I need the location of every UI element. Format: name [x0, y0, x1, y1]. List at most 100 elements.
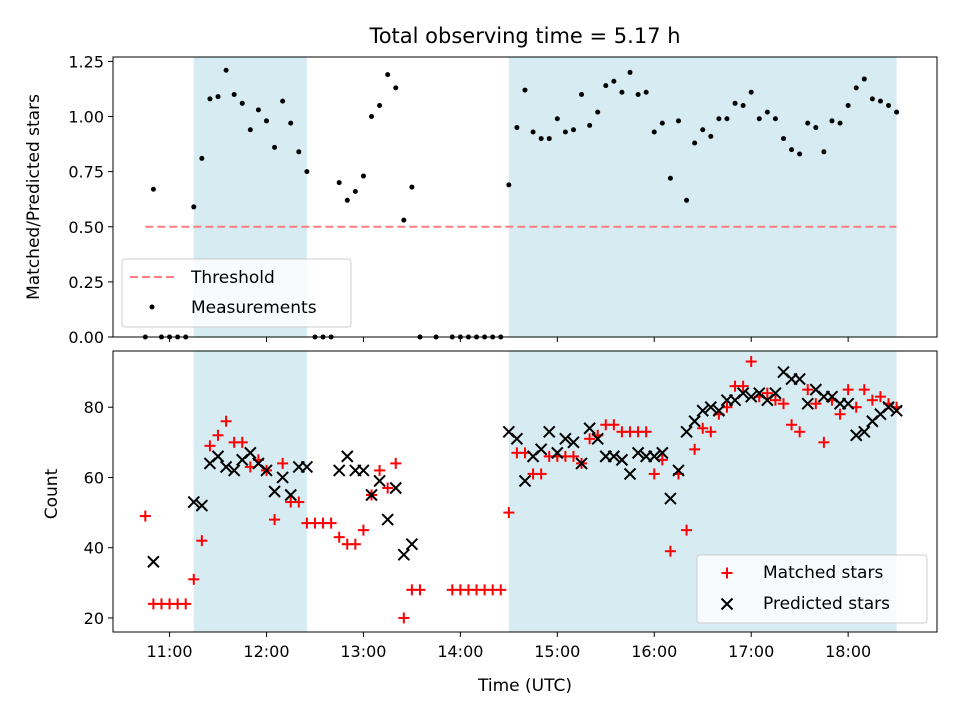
x-tick-label: 17:00: [728, 642, 774, 661]
measurement-point: [255, 107, 261, 113]
measurement-point: [579, 91, 585, 97]
matched-star-point: [802, 384, 814, 396]
x-tick-label: 18:00: [825, 642, 871, 661]
measurement-point: [756, 116, 762, 122]
measurement-point: [781, 136, 787, 142]
measurement-point: [619, 89, 625, 95]
predicted-star-point: [858, 425, 871, 438]
measurement-point: [223, 67, 229, 73]
matched-star-point: [866, 394, 878, 406]
predicted-star-point: [607, 450, 621, 463]
predicted-star-point: [664, 492, 677, 505]
matched-star-point: [180, 598, 192, 610]
measurement-point: [538, 136, 544, 142]
ratio-panel: 0.00 0.25 0.50 0.75 1.00 1.25 Matched/Predict…: [24, 52, 938, 347]
measurement-point: [150, 186, 156, 192]
matched-star-point: [188, 573, 200, 585]
measurement-point: [700, 127, 706, 133]
measurement-point: [199, 155, 205, 161]
figure-title: Total observing time = 5.17 h: [368, 24, 680, 48]
x-tick-label: 11:00: [146, 642, 192, 661]
predicted-star-point: [704, 400, 718, 414]
predicted-star-point: [696, 404, 709, 417]
ratio-legend: Threshold Measurements: [121, 258, 352, 328]
measurement-point: [667, 175, 673, 181]
predicted-star-point: [672, 464, 685, 477]
predicted-star-point: [736, 386, 750, 400]
measurement-point: [659, 120, 665, 126]
measurement-point: [377, 103, 383, 109]
predicted-star-point: [357, 464, 370, 477]
count-y-tick-label: 80: [84, 398, 104, 417]
measurement-point: [732, 100, 738, 106]
count-legend: Matched stars Predicted stars: [696, 554, 928, 624]
measurement-point: [635, 91, 641, 97]
predicted-star-point: [365, 488, 378, 502]
count-shaded-region: [193, 351, 307, 632]
predicted-star-point: [882, 400, 895, 414]
predicted-star-point: [567, 436, 580, 449]
matched-star-point: [608, 419, 620, 431]
predicted-star-point: [615, 453, 629, 467]
legend-measurement-label: Measurements: [191, 298, 317, 318]
measurement-point: [748, 89, 754, 95]
predicted-star-point: [300, 460, 314, 474]
predicted-star-point: [195, 499, 209, 512]
measurement-point: [853, 85, 859, 91]
matched-star-point: [584, 433, 596, 445]
predicted-star-point: [260, 464, 273, 477]
measurement-point: [272, 144, 278, 150]
legend-matched-marker: [721, 567, 733, 579]
matched-star-point: [398, 612, 410, 624]
count-y-tick-label: 20: [84, 609, 104, 628]
ratio-x-ticks: [169, 337, 849, 342]
matched-star-point: [810, 398, 822, 410]
matched-star-point: [236, 436, 248, 448]
legend-predicted-marker: [720, 597, 734, 611]
predicted-stars-points: [147, 365, 903, 568]
predicted-star-point: [631, 446, 645, 460]
predicted-star-point: [623, 467, 637, 481]
measurement-point: [675, 118, 681, 124]
matched-star-point: [349, 538, 361, 550]
matched-star-point: [293, 496, 305, 508]
matched-star-point: [220, 415, 232, 427]
matched-star-point: [689, 443, 701, 455]
predicted-star-point: [648, 450, 661, 463]
matched-star-point: [648, 468, 660, 480]
measurement-point: [789, 147, 795, 153]
matched-star-point: [761, 387, 773, 399]
measurement-point: [393, 85, 399, 91]
measurement-point: [603, 83, 609, 89]
measurement-point: [191, 204, 197, 210]
measurement-point: [263, 118, 269, 124]
predicted-star-point: [534, 443, 548, 456]
predicted-star-point: [680, 425, 693, 438]
ratio-y-tick-label: 0.25: [68, 273, 104, 292]
measurement-point: [724, 116, 730, 122]
matched-star-point: [786, 419, 798, 431]
predicted-star-point: [518, 474, 532, 488]
predicted-star-point: [744, 390, 758, 403]
predicted-star-point: [801, 397, 814, 410]
matched-star-point: [269, 514, 281, 526]
measurement-point: [813, 125, 819, 131]
predicted-star-point: [510, 432, 524, 446]
matched-star-point: [794, 426, 806, 438]
matched-star-point: [414, 584, 426, 596]
predicted-star-point: [656, 446, 669, 460]
measurement-point: [716, 116, 722, 122]
measurement-point: [530, 129, 536, 135]
predicted-star-point: [211, 450, 225, 463]
ratio-y-tick-label: 0.00: [68, 328, 104, 347]
x-tick-label: 14:00: [437, 642, 483, 661]
count-y-tick-label: 40: [84, 539, 104, 558]
predicted-star-point: [227, 464, 241, 477]
predicted-star-point: [575, 457, 588, 470]
measurement-point: [546, 136, 552, 142]
measurement-point: [385, 72, 391, 78]
measurement-points: [142, 67, 900, 340]
matched-star-point: [818, 436, 830, 448]
